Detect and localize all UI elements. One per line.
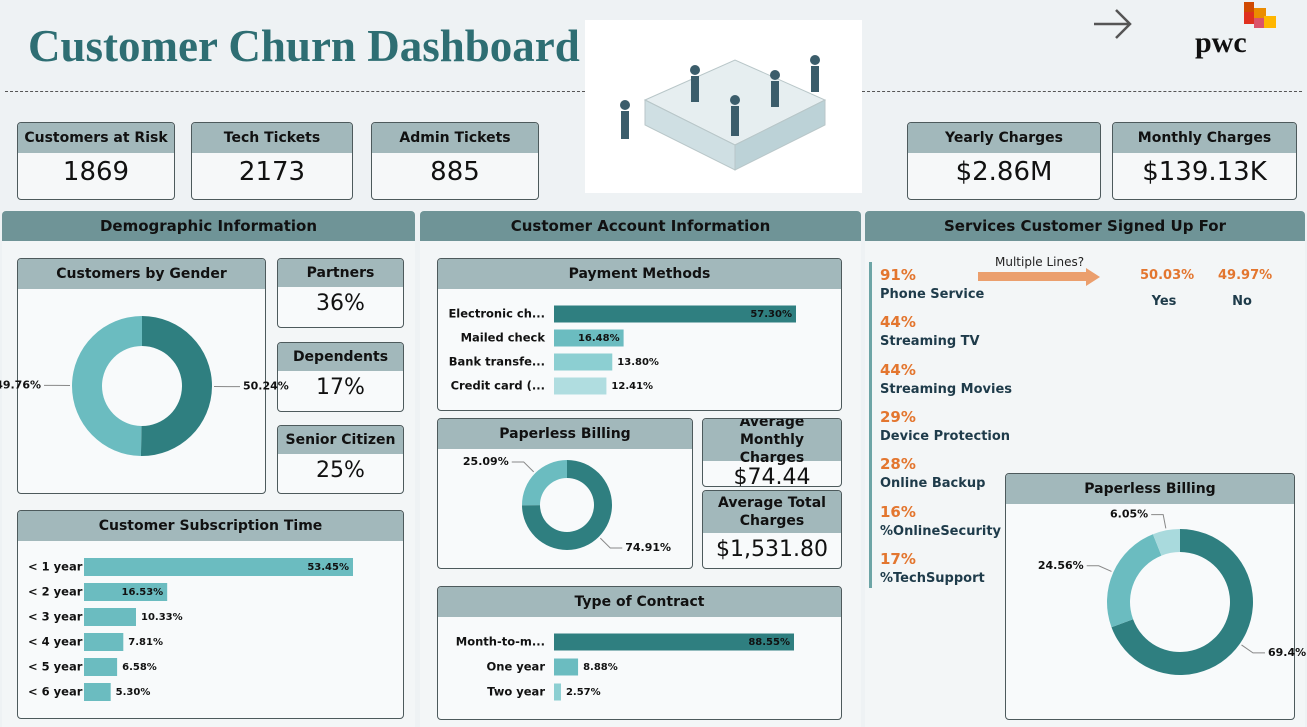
panel-title: Admin Tickets	[372, 123, 538, 153]
stat-card: Senior Citizen 25%	[277, 425, 404, 494]
panel-title: Customer Subscription Time	[18, 511, 403, 541]
panel-title: Paperless Billing	[1006, 474, 1294, 504]
option-percent: 50.03%	[1140, 268, 1195, 283]
service-percent: 91%	[880, 266, 916, 284]
service-name: Streaming Movies	[880, 381, 1013, 397]
card-value: $2.86M	[955, 157, 1053, 187]
section-body	[2, 211, 415, 727]
option-percent: 49.97%	[1218, 268, 1273, 283]
stat-card: Partners 36%	[277, 258, 404, 328]
section-title: Services Customer Signed Up For	[865, 211, 1305, 241]
service-percent: 17%	[880, 549, 916, 568]
stat-card: Average Total Charges $1,531.80	[702, 490, 842, 569]
service-name: Streaming TV	[880, 334, 980, 350]
service-name: %OnlineSecurity	[880, 523, 1002, 539]
illustration	[585, 20, 862, 193]
panel-title: Paperless Billing	[438, 419, 692, 449]
panel: Type of Contract	[437, 586, 842, 720]
panel-title: Senior Citizen	[278, 426, 403, 454]
stat-card: Average Monthly Charges $74.44	[702, 418, 842, 487]
panel-title: Payment Methods	[438, 259, 841, 289]
panel: Customers by Gender	[17, 258, 266, 494]
logo-text: pwc	[1195, 26, 1247, 59]
panel-title: Tech Tickets	[192, 123, 352, 153]
panel-title: Average Monthly Charges	[703, 419, 841, 466]
kpi-card: Yearly Charges $2.86M	[907, 122, 1101, 200]
service-name: %TechSupport	[880, 570, 985, 586]
panel: Payment Methods	[437, 258, 842, 411]
card-value: $139.13K	[1142, 157, 1267, 187]
divider	[862, 91, 1302, 92]
divider	[5, 91, 585, 92]
card-value: $74.44	[733, 465, 811, 487]
dashboard-title: Customer Churn Dashboard	[28, 21, 580, 71]
kpi-card: Monthly Charges $139.13K	[1112, 122, 1297, 200]
panel-title: Customers by Gender	[18, 259, 265, 289]
card-value: $1,531.80	[716, 537, 828, 562]
panel-title: Type of Contract	[438, 587, 841, 617]
card-value: 885	[430, 157, 480, 187]
option-label: Yes	[1151, 294, 1177, 309]
service-percent: 28%	[880, 455, 916, 474]
card-value: 36%	[316, 291, 365, 316]
card-value: 17%	[316, 375, 365, 400]
card-value: 2173	[238, 157, 306, 187]
stat-card: Dependents 17%	[277, 342, 404, 412]
panel: Paperless Billing	[1005, 473, 1295, 720]
arrow-head	[1086, 268, 1100, 286]
service-percent: 44%	[880, 360, 916, 379]
panel-title: Average Total Charges	[703, 491, 841, 533]
kpi-card: Customers at Risk 1869	[17, 122, 175, 200]
service-percent: 44%	[880, 313, 916, 332]
section-title: Demographic Information	[2, 211, 415, 241]
panel-title: Dependents	[278, 343, 403, 371]
services-rule	[869, 262, 872, 588]
card-value: 1869	[62, 157, 130, 187]
service-name: Device Protection	[880, 428, 1011, 444]
panel-title: Partners	[278, 259, 403, 287]
panel-title: Monthly Charges	[1113, 123, 1296, 153]
logo-mark	[1244, 2, 1276, 28]
panel-title: Customers at Risk	[18, 123, 174, 153]
card-value: 25%	[316, 458, 365, 483]
panel: Customer Subscription Time	[17, 510, 404, 719]
arrow-shaft	[978, 272, 1088, 281]
kpi-card: Tech Tickets 2173	[191, 122, 353, 200]
panel: Paperless Billing	[437, 418, 693, 569]
service-name: Online Backup	[880, 476, 986, 492]
panel-title: Yearly Charges	[908, 123, 1100, 153]
arrow-icon[interactable]	[1090, 6, 1140, 42]
service-percent: 29%	[880, 407, 916, 426]
question: Multiple Lines?	[995, 255, 1085, 269]
option-label: No	[1232, 294, 1252, 309]
kpi-card: Admin Tickets 885	[371, 122, 539, 200]
section-title: Customer Account Information	[420, 211, 861, 241]
service-percent: 16%	[880, 502, 916, 521]
service-name: Phone Service	[880, 287, 985, 302]
